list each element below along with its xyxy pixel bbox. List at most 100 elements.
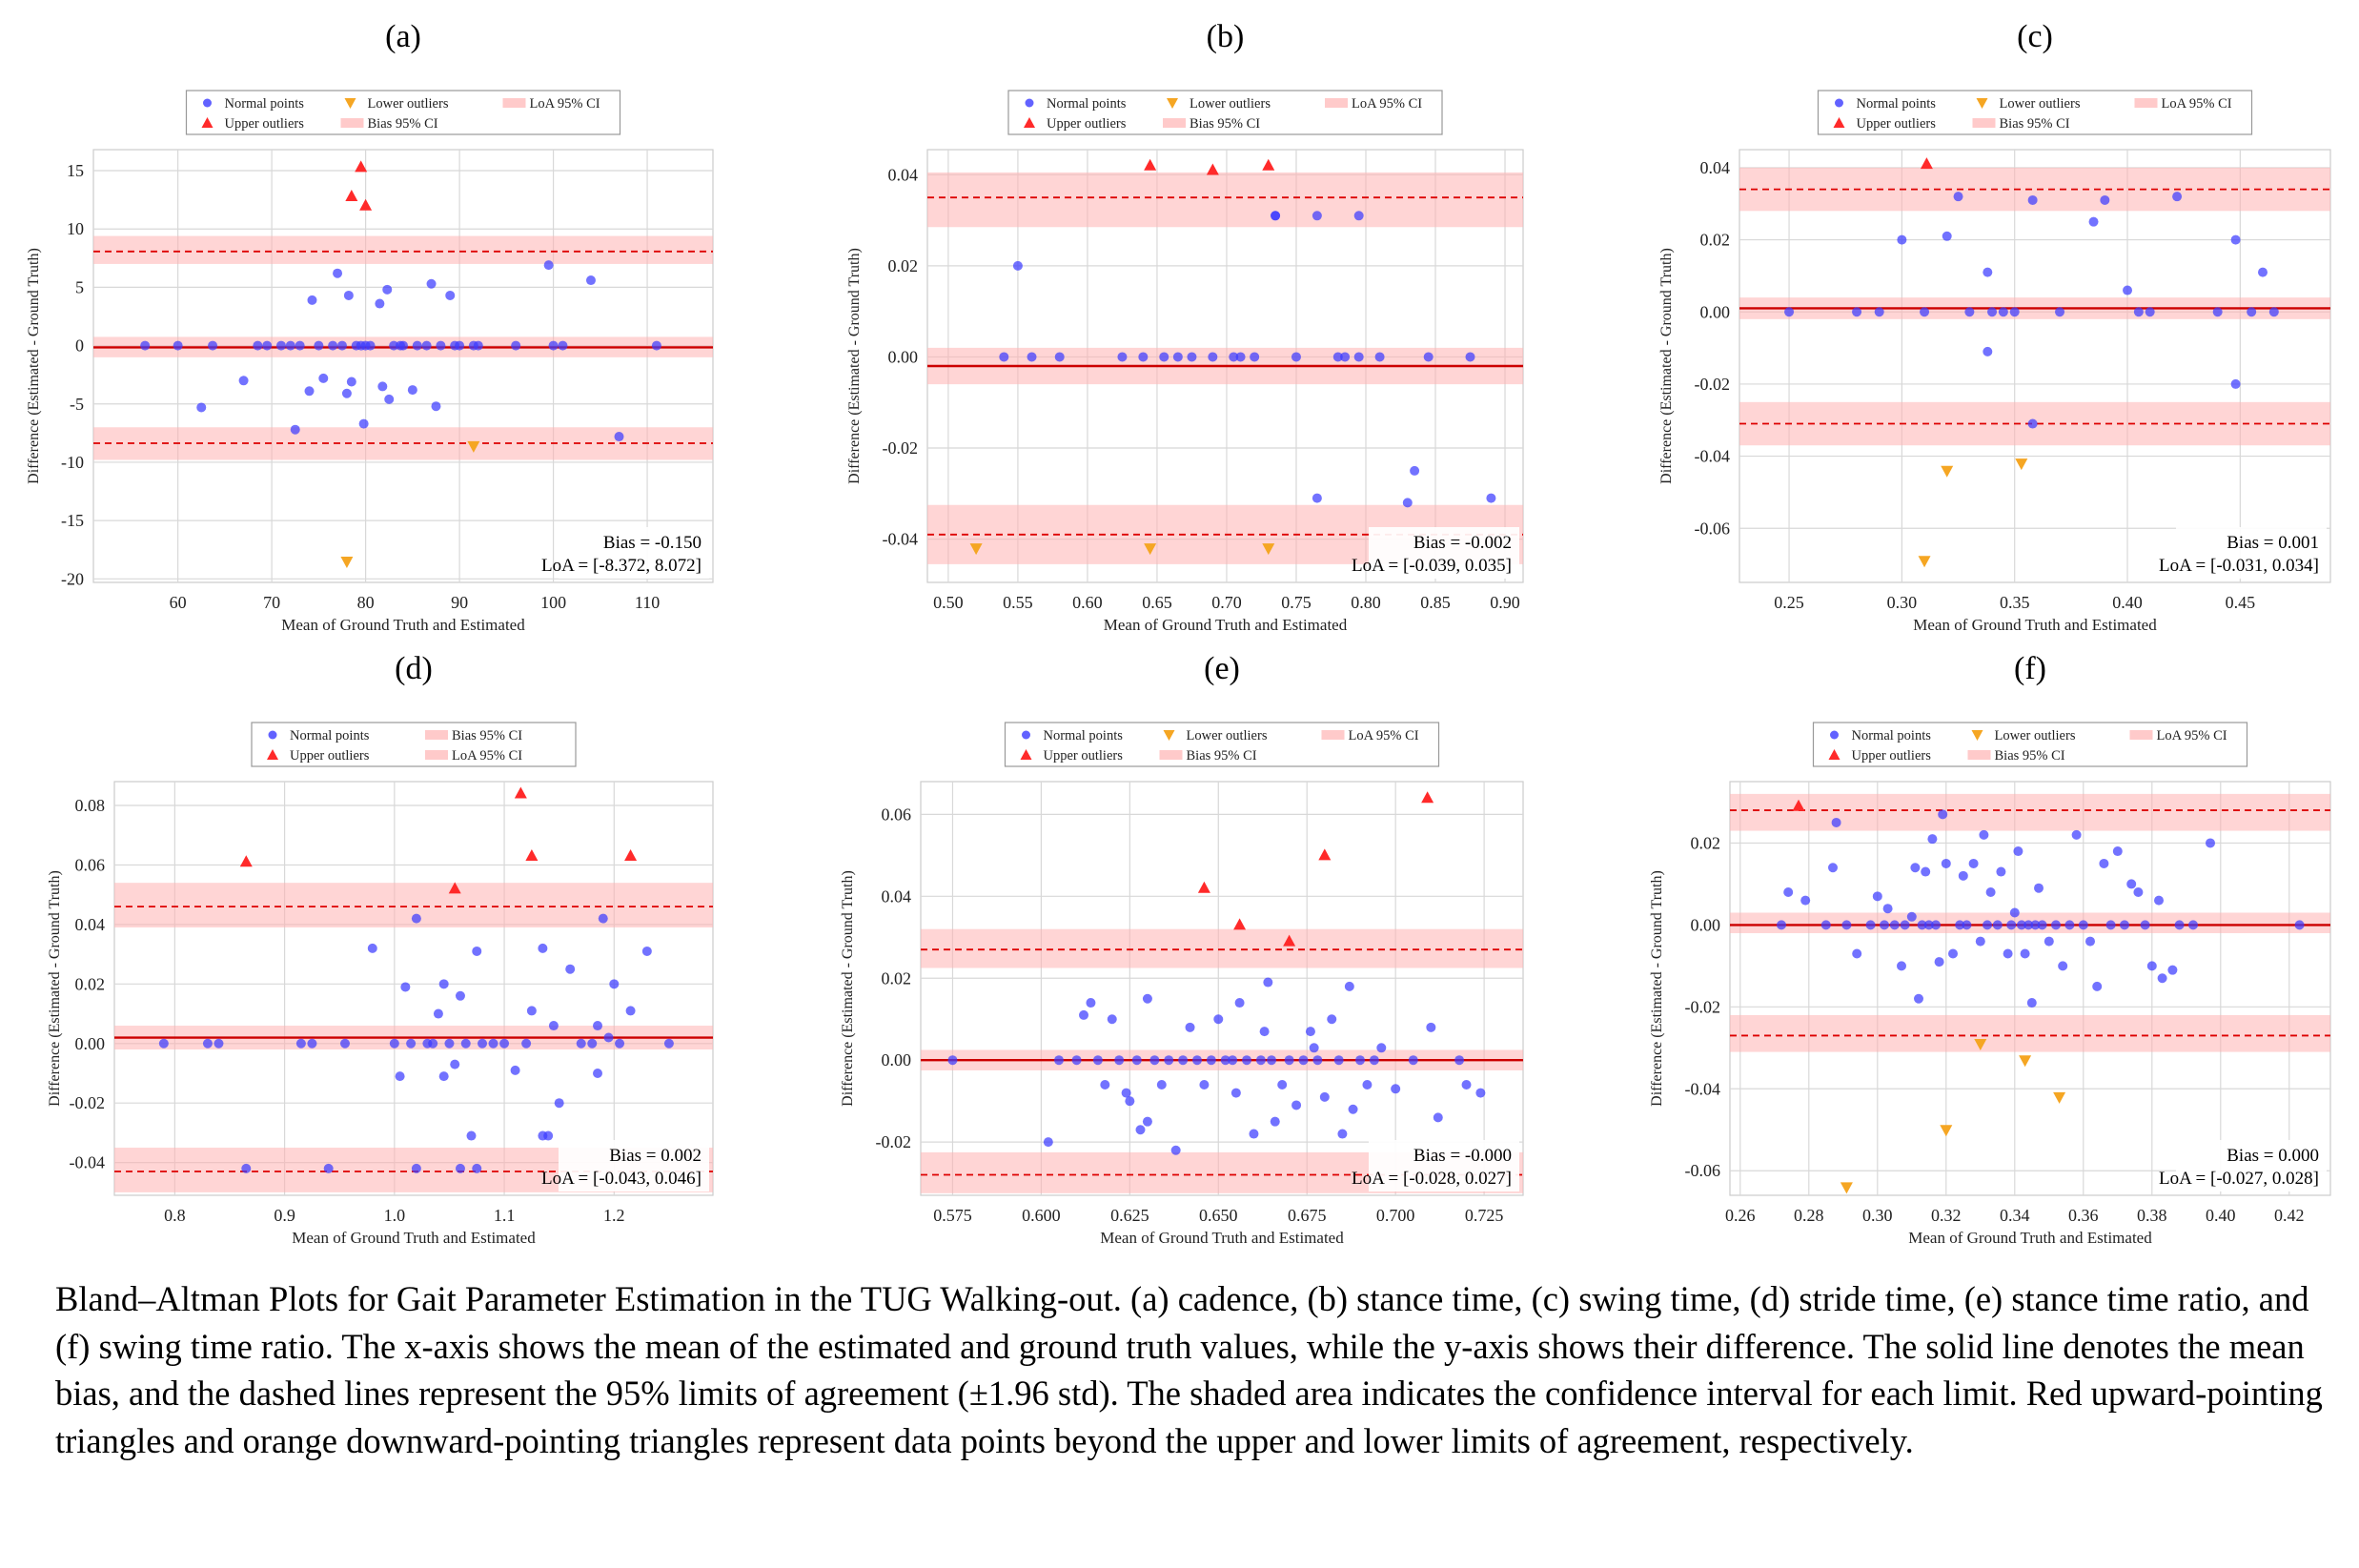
normal-point — [1983, 267, 1993, 277]
normal-point — [521, 1038, 532, 1049]
x-tick-label: 1.2 — [603, 1206, 625, 1225]
upper-loa-ci-band — [1739, 167, 2330, 212]
y-tick-label: 0.04 — [75, 915, 106, 934]
normal-point — [1872, 891, 1882, 902]
normal-point — [2088, 216, 2099, 227]
stats-box — [2176, 1140, 2327, 1191]
chart-panel-0: (a) Normal points Lower outliers LoA 95% CI… — [26, 19, 714, 634]
legend-label: Upper outliers — [1852, 748, 1932, 764]
upper-outlier-point — [1144, 158, 1157, 171]
normal-point — [367, 943, 377, 953]
normal-point — [1777, 920, 1786, 930]
normal-point — [358, 418, 369, 429]
normal-point — [2017, 920, 2026, 930]
normal-point — [1291, 352, 1301, 362]
lower-outlier-point — [1941, 465, 1954, 478]
normal-point — [1255, 1055, 1266, 1066]
legend-lower-marker — [1163, 730, 1175, 741]
normal-point — [1327, 1014, 1337, 1025]
normal-point — [1996, 866, 2006, 877]
x-axis-label: Mean of Ground Truth and Estimated — [1908, 1229, 2152, 1247]
y-tick-label: -0.04 — [70, 1153, 106, 1172]
normal-point — [1900, 920, 1910, 930]
legend-band-swatch — [340, 118, 364, 128]
legend-label: LoA 95% CI — [530, 96, 600, 112]
normal-point — [466, 1130, 477, 1141]
normal-point — [526, 1006, 537, 1016]
normal-point — [554, 1098, 564, 1109]
normal-point — [1312, 1055, 1323, 1066]
x-axis-label: Mean of Ground Truth and Estimated — [292, 1229, 536, 1247]
legend-label: Normal points — [1852, 728, 1932, 743]
normal-point — [2071, 829, 2082, 840]
legend-upper-marker — [1833, 117, 1845, 128]
normal-point — [2037, 920, 2047, 930]
legend-band-swatch — [1967, 750, 1991, 760]
loa-annotation: LoA = [-8.372, 8.072] — [541, 556, 702, 576]
y-tick-label: -20 — [61, 569, 84, 588]
normal-point — [1921, 866, 1931, 877]
legend-band-swatch — [1321, 730, 1345, 740]
normal-point — [1250, 352, 1260, 362]
normal-point — [2230, 378, 2241, 389]
normal-point — [1092, 1055, 1103, 1066]
chart-panel-3: (d) Normal points Bias 95% CI Upper outlier… — [47, 651, 714, 1247]
normal-point — [377, 381, 388, 392]
lower-loa-ci-band — [1730, 1014, 2330, 1052]
normal-point — [1267, 1055, 1277, 1066]
normal-point — [2051, 920, 2061, 930]
normal-point — [1242, 1055, 1252, 1066]
normal-point — [336, 340, 347, 351]
legend-label: Lower outliers — [1190, 96, 1271, 112]
x-tick-label: 0.28 — [1794, 1206, 1824, 1225]
x-tick-label: 0.35 — [2000, 593, 2030, 612]
normal-point — [1942, 231, 1952, 241]
normal-point — [576, 1038, 586, 1049]
normal-point — [307, 1038, 317, 1049]
plot-area — [1739, 149, 2331, 583]
plot-area — [113, 781, 714, 1196]
normal-point — [1800, 895, 1811, 906]
normal-point — [1312, 493, 1322, 503]
normal-point — [1337, 1129, 1348, 1139]
normal-point — [1319, 1091, 1330, 1102]
normal-point — [651, 340, 661, 351]
x-tick-label: 0.50 — [933, 593, 964, 612]
plot-area — [1729, 781, 2331, 1196]
normal-point — [1309, 1043, 1319, 1053]
normal-point — [2258, 267, 2268, 277]
normal-point — [433, 1008, 443, 1019]
normal-point — [593, 1068, 603, 1078]
upper-outlier-point — [1197, 881, 1210, 893]
normal-point — [431, 401, 441, 412]
x-tick-label: 0.625 — [1110, 1206, 1149, 1225]
normal-point — [1998, 307, 2008, 317]
normal-point — [1191, 1055, 1202, 1066]
normal-point — [2154, 895, 2164, 906]
normal-point — [947, 1055, 958, 1066]
normal-point — [2133, 307, 2144, 317]
normal-point — [2120, 920, 2129, 930]
normal-point — [2034, 883, 2044, 893]
y-tick-label: -0.02 — [1685, 997, 1721, 1016]
normal-point — [339, 1038, 350, 1049]
upper-outlier-point — [1233, 918, 1247, 930]
normal-point — [438, 979, 449, 989]
normal-point — [1220, 1055, 1230, 1066]
panel-label: (f) — [2014, 651, 2046, 686]
normal-point — [1955, 920, 1965, 930]
legend-band-swatch — [425, 730, 448, 740]
x-tick-label: 60 — [170, 593, 187, 612]
legend-label: Normal points — [290, 728, 370, 743]
bias-annotation: Bias = -0.002 — [1413, 533, 1512, 553]
x-tick-label: 0.45 — [2226, 593, 2256, 612]
y-tick-label: -10 — [61, 453, 84, 472]
normal-point — [488, 1038, 498, 1049]
upper-outlier-point — [448, 882, 461, 894]
y-axis-label: Difference (Estimated - Ground Truth) — [1658, 248, 1675, 484]
normal-point — [214, 1038, 224, 1049]
normal-point — [2145, 307, 2155, 317]
normal-point — [1353, 211, 1364, 221]
upper-loa-ci-band — [1730, 793, 2330, 831]
normal-point — [1259, 1027, 1270, 1037]
